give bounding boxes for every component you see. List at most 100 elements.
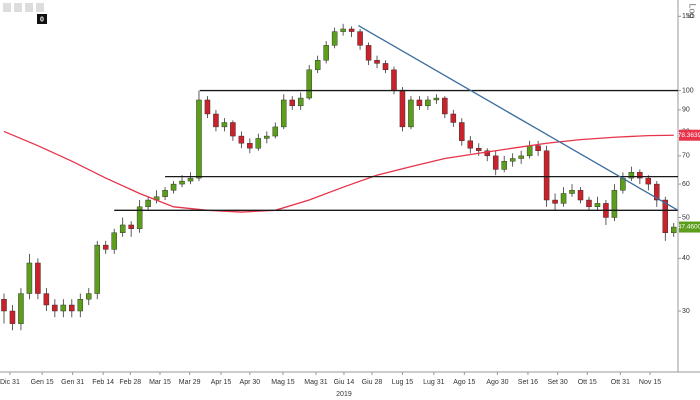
x-tick-label: Mag 15: [271, 379, 294, 386]
candle-body: [145, 199, 151, 208]
candle-body: [611, 190, 618, 218]
candle-body: [416, 99, 423, 107]
candle-body: [348, 28, 355, 32]
candle-body: [442, 97, 448, 115]
candle-body: [408, 99, 414, 128]
candle-body: [170, 183, 177, 191]
x-tick-label: Feb 28: [119, 379, 141, 386]
candle-body: [594, 203, 601, 208]
candle-body: [459, 122, 465, 142]
candle-body: [382, 63, 389, 71]
tool-icon[interactable]: [36, 3, 44, 12]
candle-body: [230, 122, 236, 137]
candle-body: [365, 45, 372, 61]
candle-body: [272, 126, 279, 137]
candle-body: [637, 172, 643, 179]
candle-body: [264, 135, 270, 139]
x-tick-label: Mar 15: [149, 379, 171, 386]
candle-body: [204, 99, 211, 115]
candle-body: [187, 177, 194, 182]
badge-box: [37, 14, 47, 24]
candle-body: [213, 113, 219, 128]
x-tick-label: Dic 31: [0, 379, 20, 386]
x-tick-label: Feb 14: [92, 379, 114, 386]
price-label: 78.3639: [678, 132, 700, 139]
candle-body: [306, 69, 312, 99]
candle-body: [323, 45, 329, 61]
candle-body: [374, 60, 380, 64]
y-tick-label: 70: [682, 153, 690, 160]
candle-body: [35, 262, 41, 294]
candle-body: [501, 160, 507, 170]
y-tick-label: 150: [682, 13, 694, 20]
candle-body: [526, 145, 533, 157]
candle-body: [119, 224, 126, 233]
candle-body: [18, 293, 24, 324]
candle-body: [450, 113, 457, 123]
x-tick-label: Set 16: [518, 379, 538, 386]
x-tick-label: Set 30: [547, 379, 567, 386]
y-tick-label: 50: [682, 214, 690, 221]
price-label: 47.4600: [678, 224, 700, 231]
x-tick-label: Ago 15: [453, 379, 475, 386]
candle-body: [671, 226, 677, 233]
candle-body: [94, 244, 100, 294]
toolbar: 0: [3, 3, 47, 24]
x-tick-label: Ago 30: [486, 379, 508, 386]
candle-body: [102, 244, 109, 250]
candle-body: [340, 28, 346, 32]
tool-icon[interactable]: [3, 3, 11, 12]
candle-body: [662, 199, 669, 233]
candle-body: [425, 99, 431, 107]
candle-body: [476, 147, 482, 151]
candle-body: [289, 99, 295, 107]
candle-body: [1, 298, 7, 312]
tool-icon[interactable]: [25, 3, 33, 12]
overlay-line: [358, 25, 679, 211]
candle-body: [238, 135, 245, 144]
candle-body: [77, 298, 84, 312]
candle-body: [196, 99, 202, 179]
candle-body: [357, 31, 363, 46]
badge-text: 0: [40, 16, 44, 23]
x-tick-label: Lug 15: [392, 379, 414, 386]
overlay-line: [3, 130, 674, 213]
candle-body: [111, 232, 117, 250]
candle-body: [492, 155, 499, 170]
y-tick-label: 100: [682, 87, 694, 94]
candle-body: [586, 199, 592, 208]
candle-body: [9, 310, 16, 324]
candle-body: [552, 199, 558, 204]
candle-body: [391, 69, 397, 91]
x-tick-label: Mar 29: [179, 379, 201, 386]
candle-body: [162, 190, 168, 197]
candle-body: [179, 180, 185, 185]
x-tick-label: Gen 15: [31, 379, 54, 386]
x-tick-label: Gen 31: [61, 379, 84, 386]
x-tick-label: Lug 31: [423, 379, 445, 386]
candle-body: [43, 293, 50, 306]
candle-body: [247, 143, 253, 149]
x-tick-label: Apr 30: [240, 379, 261, 386]
x-tick-label: Ott 31: [611, 379, 630, 386]
scale-note: Log: [688, 3, 698, 18]
candle-body: [560, 193, 567, 204]
candle-body: [52, 304, 58, 312]
candle-body: [433, 97, 440, 101]
candle-body: [60, 304, 67, 312]
tool-icon[interactable]: [14, 3, 22, 12]
candle-body: [297, 97, 304, 107]
candle-body: [467, 140, 474, 149]
x-tick-label: Apr 15: [211, 379, 232, 386]
candle-body: [331, 31, 338, 46]
x-tick-label: Ott 15: [578, 379, 597, 386]
candle-body: [518, 155, 524, 159]
candle-body: [484, 150, 490, 157]
candle-body: [399, 90, 406, 128]
candle-body: [645, 177, 652, 185]
candle-body: [26, 262, 33, 294]
x-tick-label: Giu 28: [362, 379, 383, 386]
y-tick-label: 40: [682, 255, 690, 262]
